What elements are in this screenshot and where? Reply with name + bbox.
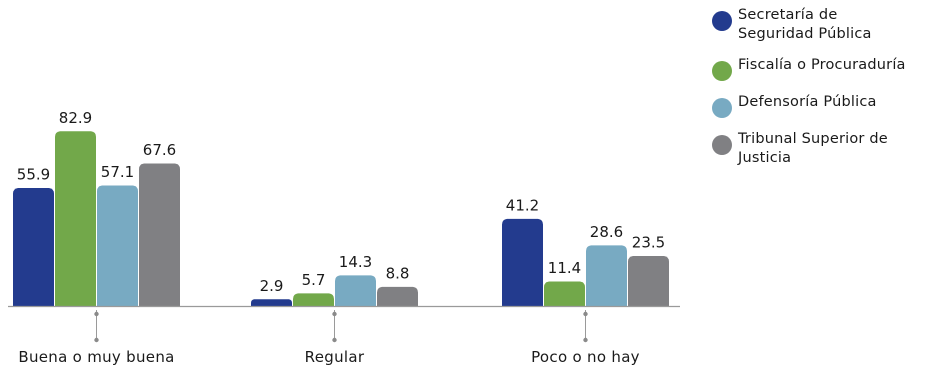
- legend-swatch-ssp: [712, 11, 732, 31]
- bar-defensoria-publica-regular: [335, 275, 376, 306]
- bar-defensoria-publica-buena-o-muy-buena: [97, 185, 138, 306]
- value-label-defensoria-publica-buena-o-muy-buena: 57.1: [101, 163, 134, 181]
- tick-dot-top-buena-o-muy-buena: [94, 311, 99, 317]
- tick-dot-top-regular: [332, 311, 337, 317]
- legend-label-ssp: Secretaría de Seguridad Pública: [738, 7, 872, 42]
- bar-group-regular: 2.9 5.7 14.3 8.8 Regular: [251, 253, 418, 366]
- legend-item-tribunal: Tribunal Superior de Justicia: [712, 130, 934, 168]
- bar-tribunal-superior-de-justicia-poco-o-no-hay: [628, 256, 669, 306]
- bar-fiscalia-o-procuraduria-buena-o-muy-buena: [55, 131, 96, 306]
- bar-chart: 55.9 82.9 57.1 67.6 Buena o muy buena 2.9 5.7 1…: [8, 109, 680, 366]
- value-label-defensoria-publica-regular: 14.3: [339, 253, 372, 271]
- bar-secretaria-de-seguridad-publica-regular: [251, 299, 292, 306]
- tick-dot-bottom-poco-o-no-hay: [583, 337, 588, 343]
- bar-fiscalia-o-procuraduria-poco-o-no-hay: [544, 281, 585, 306]
- legend-item-defensoria: Defensoría Pública: [712, 93, 934, 118]
- legend-label-fiscalia: Fiscalía o Procuraduría: [738, 57, 906, 73]
- value-label-tribunal-superior-de-justicia-regular: 8.8: [386, 265, 410, 283]
- bar-group-buena-o-muy-buena: 55.9 82.9 57.1 67.6 Buena o muy buena: [13, 109, 180, 366]
- legend-item-fiscalia: Fiscalía o Procuraduría: [712, 56, 934, 81]
- legend-label-tribunal: Tribunal Superior de Justicia: [738, 131, 888, 166]
- chart-legend: Secretaría de Seguridad Pública Fiscalía…: [712, 6, 934, 180]
- bar-secretaria-de-seguridad-publica-poco-o-no-hay: [502, 218, 543, 306]
- bar-fiscalia-o-procuraduria-regular: [293, 293, 334, 306]
- value-label-fiscalia-o-procuraduria-regular: 5.7: [302, 271, 326, 289]
- value-label-tribunal-superior-de-justicia-poco-o-no-hay: 23.5: [632, 234, 665, 252]
- bar-defensoria-publica-poco-o-no-hay: [586, 245, 627, 306]
- value-label-secretaria-de-seguridad-publica-poco-o-no-hay: 41.2: [506, 196, 539, 214]
- legend-swatch-tribunal: [712, 135, 732, 155]
- tick-dot-bottom-buena-o-muy-buena: [94, 337, 99, 343]
- bar-secretaria-de-seguridad-publica-buena-o-muy-buena: [13, 188, 54, 306]
- category-label-poco-o-no-hay: Poco o no hay: [531, 348, 640, 366]
- value-label-secretaria-de-seguridad-publica-regular: 2.9: [260, 277, 284, 295]
- legend-item-ssp: Secretaría de Seguridad Pública: [712, 6, 934, 44]
- bar-group-poco-o-no-hay: 41.2 11.4 28.6 23.5 Poco o no hay: [502, 196, 669, 366]
- tick-dot-top-poco-o-no-hay: [583, 311, 588, 317]
- legend-swatch-fiscalia: [712, 61, 732, 81]
- value-label-fiscalia-o-procuraduria-poco-o-no-hay: 11.4: [548, 259, 581, 277]
- bar-tribunal-superior-de-justicia-buena-o-muy-buena: [139, 163, 180, 306]
- legend-label-defensoria: Defensoría Pública: [738, 94, 877, 110]
- value-label-tribunal-superior-de-justicia-buena-o-muy-buena: 67.6: [143, 141, 176, 159]
- tick-dot-bottom-regular: [332, 337, 337, 343]
- legend-swatch-defensoria: [712, 98, 732, 118]
- value-label-fiscalia-o-procuraduria-buena-o-muy-buena: 82.9: [59, 109, 92, 127]
- category-label-buena-o-muy-buena: Buena o muy buena: [18, 348, 174, 366]
- category-label-regular: Regular: [305, 348, 365, 366]
- bar-tribunal-superior-de-justicia-regular: [377, 286, 418, 306]
- value-label-defensoria-publica-poco-o-no-hay: 28.6: [590, 223, 623, 241]
- value-label-secretaria-de-seguridad-publica-buena-o-muy-buena: 55.9: [17, 166, 50, 184]
